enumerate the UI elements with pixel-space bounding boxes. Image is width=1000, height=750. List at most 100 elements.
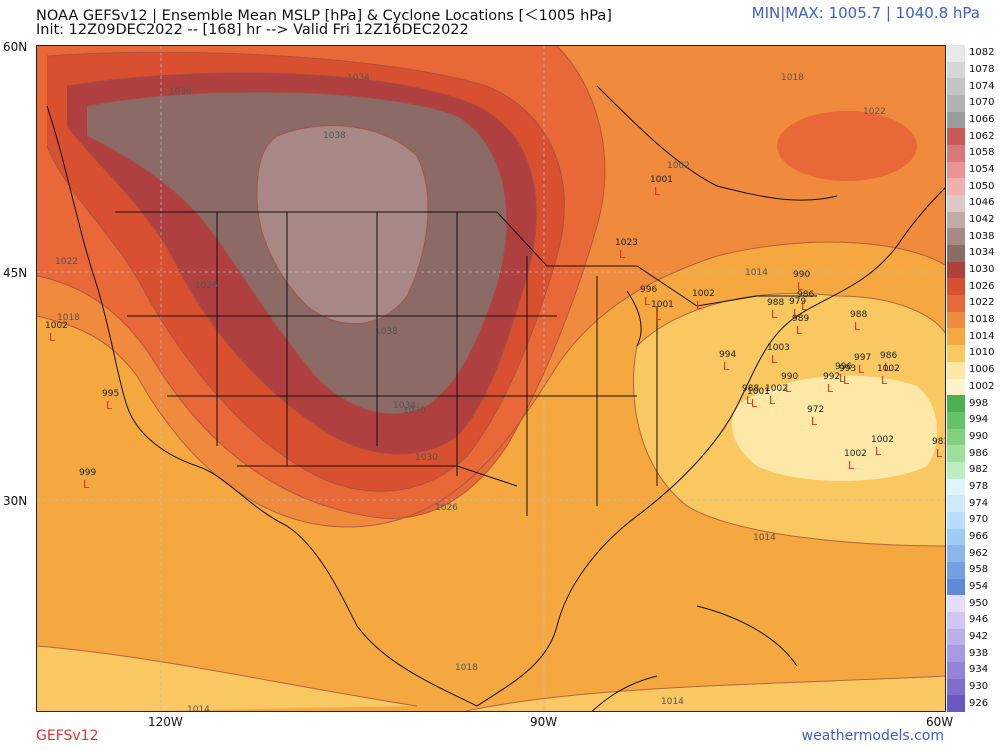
site-link[interactable]: weathermodels.com (801, 728, 944, 744)
colorbar-tick-label: 970 (969, 514, 989, 526)
cyclone-pressure-label: 994 (719, 350, 736, 360)
cyclone-low-marker: L (644, 295, 651, 308)
cyclone-pressure-label: 979 (789, 297, 806, 307)
isobar-label: 1003 (691, 46, 714, 47)
colorbar-swatch (947, 528, 965, 546)
cyclone-pressure-label: 1001 (651, 300, 674, 310)
cyclone-pressure-label: 995 (102, 389, 119, 399)
pressure-band-1018-north (597, 46, 945, 129)
cyclone-pressure-label: 981 (932, 437, 946, 447)
colorbar-swatch (947, 411, 965, 430)
cyclone-low-marker: L (619, 248, 626, 261)
cyclone-pressure-label: 996 (640, 285, 657, 295)
isobar-label: 1030 (403, 406, 426, 416)
cyclone-pressure-label: 993 (839, 364, 856, 374)
cyclone-low-marker: L (848, 459, 855, 472)
cyclone-pressure-label: 986 (880, 351, 897, 361)
colorbar-tick-label: 1034 (969, 247, 995, 259)
cyclone-low-marker: L (797, 280, 804, 293)
colorbar-swatch (947, 261, 965, 279)
cyclone-low-marker: L (839, 372, 846, 385)
cyclone-pressure-label: 997 (854, 353, 871, 363)
isobar-contours (37, 46, 945, 711)
isobar-label: 1022 (863, 107, 886, 117)
isobar-label: 1026 (195, 281, 218, 291)
colorbar-swatch (947, 645, 965, 663)
cyclone-low-marker: L (769, 394, 776, 407)
cyclone-low-marker: L (858, 363, 865, 376)
colorbar-tick-label: 934 (969, 664, 989, 676)
colorbar-tick-label: 1046 (969, 197, 995, 209)
isobar-label: 1002 (667, 161, 690, 171)
colorbar-swatch (947, 545, 965, 563)
colorbar-tick-label: 938 (969, 647, 989, 659)
colorbar-swatch (947, 445, 965, 463)
colorbar-tick-label: 974 (969, 497, 989, 509)
mslp-map: 1034 1030 1038 1038 1022 1026 1018 1030 … (36, 45, 946, 712)
pressure-band-1010-s (466, 676, 945, 711)
cyclone-pressure-label: 988 (850, 310, 867, 320)
colorbar-tick-label: 942 (969, 630, 989, 642)
colorbar-tick-label: 1070 (969, 97, 995, 109)
min-max-readout: MIN|MAX: 1005.7 | 1040.8 hPa (751, 4, 980, 22)
cyclone-low-marker: L (843, 374, 850, 387)
cyclone-low-marker: L (696, 299, 703, 312)
colorbar-tick-label: 1074 (969, 80, 995, 92)
colorbar-swatch (947, 378, 965, 396)
colorbar-swatch (947, 161, 965, 179)
map-canvas: 1034 1030 1038 1038 1022 1026 1018 1030 … (37, 46, 946, 711)
init-valid-line: Init: 12Z09DEC2022 -- [168] hr --> Valid… (36, 22, 469, 38)
isobar-label: 1034 (347, 73, 370, 83)
cyclone-low-marker: L (655, 310, 662, 323)
cyclone-low-marker: L (771, 353, 778, 366)
colorbar-tick-label: 962 (969, 547, 989, 559)
colorbar-swatch (947, 78, 965, 96)
colorbar-tick-label: 954 (969, 580, 989, 592)
lat-tick-60n: 60N (3, 40, 28, 54)
colorbar-tick-label: 1018 (969, 314, 995, 326)
cyclone-pressure-label: 1002 (45, 321, 68, 331)
colorbar-tick-label: 1002 (969, 380, 995, 392)
cyclone-pressure-label: 1002 (692, 289, 715, 299)
colorbar-tick-label: 1042 (969, 214, 995, 226)
colorbar-tick-label: 1050 (969, 180, 995, 192)
colorbar-tick-label: 1014 (969, 330, 995, 342)
colorbar-tick-label: 946 (969, 614, 989, 626)
colorbar-swatch (947, 128, 965, 146)
colorbar-tick-label: 1054 (969, 164, 995, 176)
colorbar-tick-label: 1082 (969, 47, 995, 59)
cyclone-pressure-label: 999 (79, 468, 96, 478)
colorbar-swatch (947, 311, 965, 329)
colorbar (947, 45, 965, 713)
colorbar-tick-label: 958 (969, 564, 989, 576)
colorbar-tick-label: 1058 (969, 147, 995, 159)
colorbar-swatch (947, 228, 965, 246)
colorbar-swatch (947, 678, 965, 696)
isobar-labels: 1034 1030 1038 1038 1022 1026 1018 1030 … (55, 46, 886, 711)
cyclone-low-marker: L (875, 445, 882, 458)
cyclone-pressure-label: 1023 (615, 238, 638, 248)
isobar-label: 1018 (781, 73, 804, 83)
lon-tick-120w: 120W (148, 715, 183, 729)
isobar-label: 1014 (745, 268, 768, 278)
cyclone-low-marker: L (723, 360, 730, 373)
isobar-label: 1038 (375, 327, 398, 337)
colorbar-tick-label: 1010 (969, 347, 995, 359)
colorbar-swatch (947, 561, 965, 580)
cyclone-pressure-label: 992 (823, 372, 840, 382)
colorbar-swatch (947, 295, 965, 313)
isobar-label: 1014 (753, 533, 776, 543)
colorbar-swatch (947, 661, 965, 680)
colorbar-tick-label: 986 (969, 447, 989, 459)
cyclone-low-marker: L (881, 374, 888, 387)
isobar-label: 1038 (323, 131, 346, 141)
colorbar-swatch (947, 511, 965, 530)
colorbar-tick-label: 1038 (969, 230, 995, 242)
colorbar-tick-label: 1022 (969, 297, 995, 309)
cyclone-pressure-label: 990 (793, 270, 810, 280)
colorbar-swatch (947, 178, 965, 196)
isobar-label: 1026 (435, 503, 458, 513)
cyclone-pressure-label: 972 (807, 405, 824, 415)
cyclone-pressure-label: 988 (767, 298, 784, 308)
cyclone-low-marker: L (884, 361, 891, 374)
